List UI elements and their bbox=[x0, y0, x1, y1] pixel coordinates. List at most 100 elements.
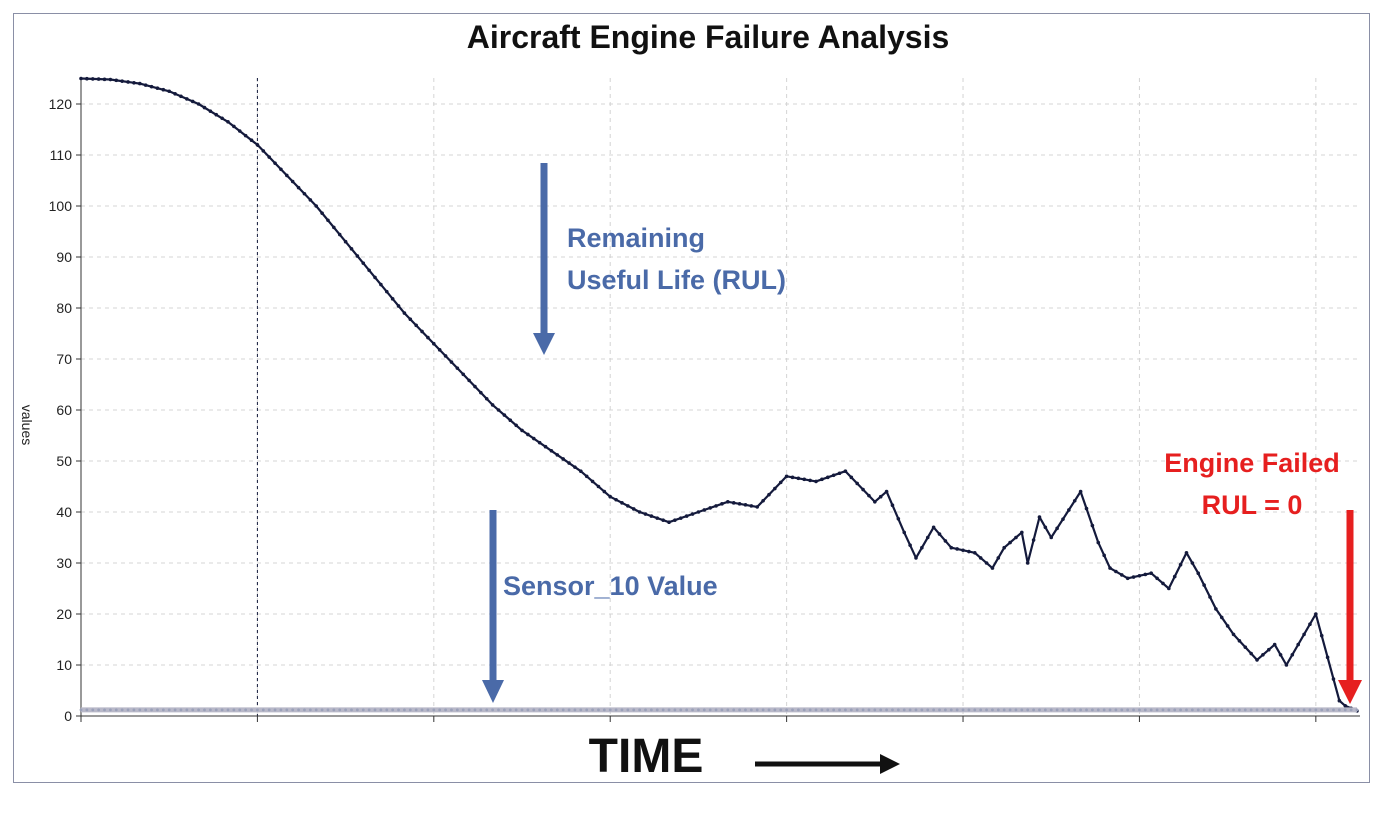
rul-point bbox=[243, 133, 248, 138]
sensor-point bbox=[1296, 708, 1300, 712]
sensor-point bbox=[1067, 708, 1071, 712]
sensor-point bbox=[1102, 708, 1106, 712]
sensor-point bbox=[197, 708, 201, 712]
rul-point bbox=[90, 77, 95, 81]
sensor-point bbox=[420, 708, 424, 712]
sensor-point bbox=[785, 708, 789, 712]
sensor-point bbox=[961, 708, 965, 712]
rul-point bbox=[602, 489, 607, 494]
rul-point bbox=[255, 143, 260, 147]
rul-point bbox=[1102, 553, 1106, 558]
sensor-point bbox=[602, 708, 606, 712]
rul-point bbox=[743, 503, 748, 507]
rul-point bbox=[343, 239, 348, 244]
sensor-point bbox=[1285, 708, 1288, 712]
rul-point bbox=[1167, 586, 1171, 591]
rul-point bbox=[1266, 647, 1271, 652]
rul-point bbox=[190, 99, 195, 104]
rul-point bbox=[614, 497, 618, 502]
sensor-point bbox=[291, 708, 295, 712]
rul-point bbox=[479, 390, 483, 395]
rul-point bbox=[767, 492, 771, 497]
rul-point bbox=[1219, 615, 1224, 620]
rul-point bbox=[1149, 571, 1153, 575]
sensor-point bbox=[802, 708, 806, 712]
sensor-point bbox=[297, 708, 300, 712]
rul-point bbox=[925, 535, 930, 540]
sensor-point bbox=[591, 708, 594, 712]
sensor-point bbox=[538, 708, 542, 712]
sensor-point bbox=[250, 708, 253, 712]
sensor-point bbox=[1226, 708, 1230, 712]
sensor-point bbox=[1320, 708, 1324, 712]
sensor-point bbox=[1273, 708, 1277, 712]
y-tick-label: 120 bbox=[49, 96, 73, 112]
sensor-point bbox=[156, 708, 159, 712]
sensor-point bbox=[344, 708, 348, 712]
sensor-point bbox=[943, 708, 947, 712]
rul-point bbox=[837, 471, 842, 476]
rul-point bbox=[949, 545, 954, 550]
rul-point bbox=[1302, 632, 1306, 637]
sensor-point bbox=[1343, 708, 1347, 712]
sensor-point bbox=[1108, 708, 1112, 712]
rul-point bbox=[396, 304, 401, 308]
rul-point bbox=[825, 475, 830, 480]
rul-point bbox=[814, 479, 818, 484]
rul-point bbox=[467, 378, 471, 383]
sensor-point bbox=[1314, 708, 1318, 712]
rul-point bbox=[1214, 607, 1218, 611]
sensor-point bbox=[673, 708, 677, 712]
rul-point bbox=[473, 384, 477, 389]
sensor-point bbox=[873, 708, 877, 712]
sensor-point bbox=[832, 708, 836, 712]
rul-point bbox=[590, 479, 595, 484]
sensor-point bbox=[144, 708, 148, 712]
sensor-point bbox=[973, 708, 977, 712]
sensor-point bbox=[232, 708, 236, 712]
rul-point bbox=[373, 275, 377, 280]
sensor-point bbox=[408, 708, 412, 712]
sensor-point bbox=[497, 708, 500, 712]
rul-point bbox=[1172, 574, 1177, 579]
rul-point bbox=[978, 556, 983, 560]
rul-point bbox=[584, 474, 589, 479]
sensor-point bbox=[485, 708, 489, 712]
rul-point bbox=[831, 473, 836, 478]
y-tick-label: 10 bbox=[56, 657, 72, 673]
sensor-point bbox=[473, 708, 477, 712]
y-tick-label: 60 bbox=[56, 402, 72, 418]
sensor-point bbox=[608, 708, 612, 712]
sensor-point bbox=[1014, 708, 1018, 712]
rul-point bbox=[132, 80, 136, 85]
rul-point bbox=[1014, 535, 1018, 540]
sensor-point bbox=[185, 708, 189, 712]
sensor-point bbox=[1261, 708, 1265, 712]
rul-point bbox=[1072, 498, 1077, 503]
sensor-arrow-head bbox=[482, 680, 504, 703]
sensor-point bbox=[955, 708, 959, 712]
sensor-point bbox=[638, 708, 642, 712]
y-tick-label: 50 bbox=[56, 453, 72, 469]
sensor-point bbox=[279, 708, 283, 712]
rul-point bbox=[220, 116, 224, 121]
sensor-point bbox=[1155, 708, 1159, 712]
rul-point bbox=[984, 561, 989, 565]
sensor-point bbox=[861, 708, 865, 712]
rul-point bbox=[443, 354, 448, 358]
rul-point bbox=[143, 83, 148, 87]
rul-point bbox=[296, 185, 301, 190]
sensor-point bbox=[326, 708, 330, 712]
sensor-point bbox=[1055, 708, 1059, 712]
rul-series-line bbox=[80, 77, 1358, 712]
rul-point bbox=[437, 348, 442, 352]
y-tick-label: 40 bbox=[56, 504, 72, 520]
rul-point bbox=[314, 204, 319, 208]
sensor-point bbox=[350, 708, 353, 712]
sensor-point bbox=[891, 708, 894, 712]
sensor-point bbox=[985, 708, 988, 712]
rul-point bbox=[1043, 525, 1048, 530]
rul-point bbox=[196, 102, 201, 106]
sensor-point bbox=[526, 708, 530, 712]
sensor-point bbox=[491, 708, 495, 712]
